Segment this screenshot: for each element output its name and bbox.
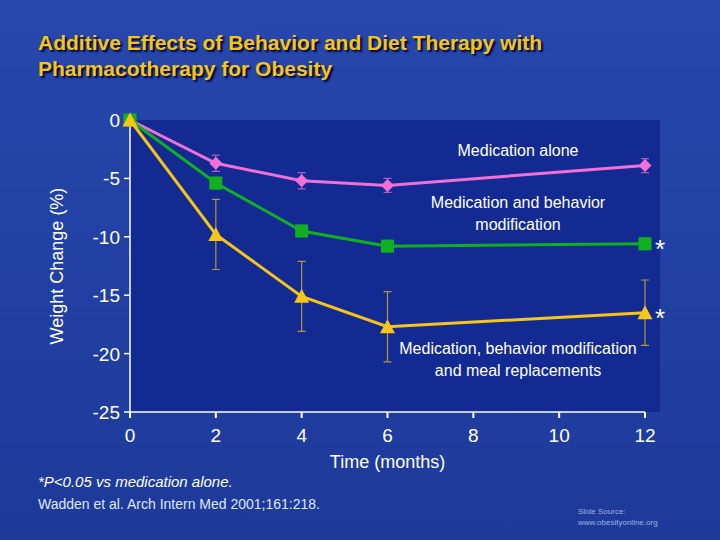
- series-line: [130, 120, 645, 327]
- marker: [208, 227, 223, 241]
- marker: [209, 157, 222, 170]
- y-tick: [124, 236, 130, 238]
- x-tick: [215, 412, 217, 418]
- y-tick-label: -25: [93, 402, 120, 423]
- series-label: Medication and behavior modification: [398, 192, 638, 236]
- marker: [209, 177, 222, 190]
- x-tick-label: 6: [382, 425, 393, 446]
- y-tick-label: -20: [93, 344, 120, 365]
- x-tick: [129, 412, 131, 418]
- marker: [295, 224, 308, 237]
- y-tick-label: 0: [109, 110, 120, 131]
- x-tick-label: 2: [211, 425, 222, 446]
- y-tick: [124, 353, 130, 355]
- series-label: Medication alone: [438, 140, 598, 162]
- marker: [123, 113, 138, 127]
- y-tick: [124, 294, 130, 296]
- marker: [638, 305, 653, 319]
- y-tick-label: -10: [93, 227, 120, 248]
- x-tick: [387, 412, 389, 418]
- marker: [381, 179, 394, 192]
- y-tick: [124, 178, 130, 180]
- plot-marks: [123, 113, 653, 362]
- x-tick: [558, 412, 560, 418]
- x-tick-label: 0: [125, 425, 136, 446]
- x-tick: [301, 412, 303, 418]
- marker: [380, 319, 395, 333]
- plot-area: [130, 120, 660, 412]
- marker: [124, 114, 137, 127]
- marker: [639, 159, 652, 172]
- x-tick-label: 8: [468, 425, 479, 446]
- title: Additive Effects of Behavior and Diet Th…: [38, 30, 678, 82]
- x-tick: [644, 412, 646, 418]
- y-tick-label: -5: [103, 168, 120, 189]
- x-tick: [472, 412, 474, 418]
- marker: [639, 237, 652, 250]
- marker: [295, 174, 308, 187]
- marker: [124, 114, 137, 127]
- series-line: [130, 120, 645, 246]
- series-label: Medication, behavior modification and me…: [398, 338, 638, 382]
- x-axis-label: Time (months): [330, 452, 445, 472]
- marker: [381, 240, 394, 253]
- x-tick-label: 10: [549, 425, 570, 446]
- footnote: *P<0.05 vs medication alone.: [38, 473, 233, 490]
- x-tick-label: 12: [634, 425, 655, 446]
- annotation: *: [655, 234, 665, 264]
- marker: [294, 289, 309, 303]
- y-axis-label: Weight Change (%): [47, 188, 67, 345]
- x-tick-label: 4: [296, 425, 307, 446]
- citation: Wadden et al. Arch Intern Med 2001;161:2…: [38, 496, 320, 512]
- annotation: *: [655, 303, 665, 333]
- y-axis: [129, 120, 131, 412]
- y-tick-label: -15: [93, 285, 120, 306]
- source: Slide Source: www.obesityonline.org: [578, 506, 688, 528]
